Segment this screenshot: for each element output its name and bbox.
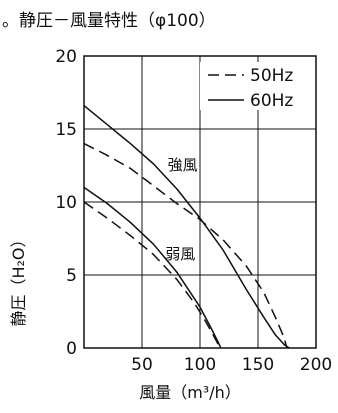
y-tick-labels: 0 5 10 15 20 [55, 47, 77, 359]
x-tick-label: 50 [131, 355, 153, 375]
x-axis-label: 風量（m³/h） [139, 383, 241, 402]
y-tick-label: 5 [66, 266, 77, 286]
y-axis-label: 静圧（H₂O） [9, 231, 28, 326]
legend-label-60hz: 60Hz [250, 91, 293, 111]
legend-bg [200, 62, 312, 110]
series-line-0 [83, 105, 290, 349]
y-tick-label: 20 [55, 47, 77, 67]
x-tick-labels: 50 100 150 200 [131, 355, 332, 375]
x-tick-label: 150 [242, 355, 274, 375]
series-line-1 [83, 142, 288, 349]
chart-title: 。静圧－風量特性（φ100） [2, 11, 216, 31]
series-line-3 [83, 201, 222, 349]
legend: 50Hz 60Hz [200, 62, 312, 111]
x-tick-label: 100 [184, 355, 216, 375]
annotation-label-1: 弱風 [165, 245, 195, 263]
y-tick-label: 10 [55, 193, 77, 213]
annotation-label-0: 強風 [168, 156, 198, 174]
y-tick-label: 0 [66, 339, 77, 359]
y-tick-label: 15 [55, 120, 77, 140]
series-line-2 [83, 186, 222, 349]
legend-label-50hz: 50Hz [250, 66, 293, 86]
x-tick-label: 200 [300, 355, 332, 375]
series-lines [83, 105, 290, 349]
